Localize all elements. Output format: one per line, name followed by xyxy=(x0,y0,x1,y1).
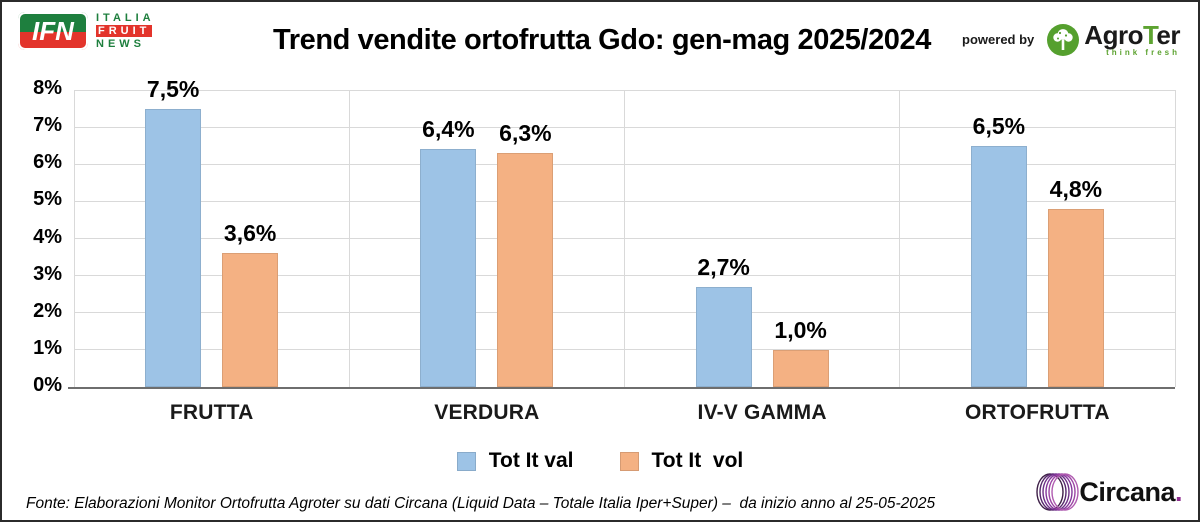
data-label: 6,3% xyxy=(499,120,552,147)
data-label: 1,0% xyxy=(774,316,827,343)
y-axis-tick-label: 7% xyxy=(33,114,62,137)
circana-wordmark: Circana. xyxy=(1079,476,1182,507)
legend-item: Tot It vol xyxy=(619,449,744,473)
gridline-vertical xyxy=(1174,90,1176,387)
bar-tot-it-vol xyxy=(497,153,554,387)
category-label: IV-V GAMMA xyxy=(697,401,827,424)
gridline-vertical xyxy=(73,90,75,387)
powered-by-label: powered by xyxy=(962,32,1035,47)
bar-tot-it-vol xyxy=(1047,208,1104,387)
legend-swatch-icon xyxy=(619,451,639,471)
agroter-wordmark: AgroTer think fresh xyxy=(1084,22,1180,57)
data-label: 2,7% xyxy=(697,253,750,280)
gridline-vertical xyxy=(899,90,901,387)
legend-swatch-icon xyxy=(456,451,476,471)
legend-label: Tot It val xyxy=(488,449,574,472)
data-label: 4,8% xyxy=(1049,175,1103,202)
category-label: FRUTTA xyxy=(169,401,254,424)
y-axis-tick-label: 4% xyxy=(33,225,62,248)
chart-title: Trend vendite ortofrutta Gdo: gen-mag 20… xyxy=(272,24,931,56)
ifn-wordmark: ITALIA FRUIT NEWS xyxy=(96,12,155,50)
chart-legend: Tot It val Tot It vol xyxy=(2,449,1198,473)
data-label: 6,5% xyxy=(972,112,1026,139)
gridline-vertical xyxy=(348,90,350,387)
y-axis-tick-label: 8% xyxy=(33,77,62,99)
bar-tot-it-val xyxy=(420,149,477,387)
bar-tot-it-vol xyxy=(772,349,829,387)
x-axis-line xyxy=(68,387,1175,389)
legend-item: Tot It val xyxy=(456,449,574,473)
agroter-block: powered by AgroTer think fresh xyxy=(962,22,1180,57)
agroter-tree-icon xyxy=(1047,23,1080,56)
agroter-name: AgroTer xyxy=(1084,20,1180,50)
y-axis-tick-label: 2% xyxy=(33,299,62,322)
bar-tot-it-val xyxy=(145,108,202,387)
y-axis-tick-label: 3% xyxy=(33,262,62,285)
source-note: Fonte: Elaborazioni Monitor Ortofrutta A… xyxy=(26,495,936,512)
category-label: VERDURA xyxy=(434,401,540,424)
data-label: 3,6% xyxy=(223,220,277,247)
legend-label: Tot It vol xyxy=(651,449,744,472)
circana-coil-icon xyxy=(1036,473,1080,511)
gridline-vertical xyxy=(624,90,625,387)
agroter-tagline: think fresh xyxy=(1106,48,1180,57)
category-label: ORTOFRUTTA xyxy=(965,401,1110,424)
ifn-logo: IFN ITALIA FRUIT NEWS xyxy=(18,12,155,50)
y-axis-tick-label: 6% xyxy=(33,151,62,174)
data-label: 7,5% xyxy=(146,75,200,102)
ifn-badge-icon: IFN xyxy=(18,12,88,50)
y-axis-tick-label: 0% xyxy=(33,374,62,396)
ifn-italia-label: ITALIA xyxy=(96,12,155,24)
bar-tot-it-val xyxy=(970,145,1027,387)
bar-tot-it-val xyxy=(695,286,752,387)
ifn-fruit-label: FRUIT xyxy=(96,25,153,37)
circana-logo: Circana. xyxy=(1033,470,1183,514)
data-label: 6,4% xyxy=(422,116,475,143)
bar-tot-it-vol xyxy=(222,253,279,387)
ifn-news-label: NEWS xyxy=(96,38,145,50)
y-axis-tick-label: 5% xyxy=(33,188,62,211)
y-axis-tick-label: 1% xyxy=(33,336,62,359)
agroter-logo: AgroTer think fresh xyxy=(1046,22,1180,57)
